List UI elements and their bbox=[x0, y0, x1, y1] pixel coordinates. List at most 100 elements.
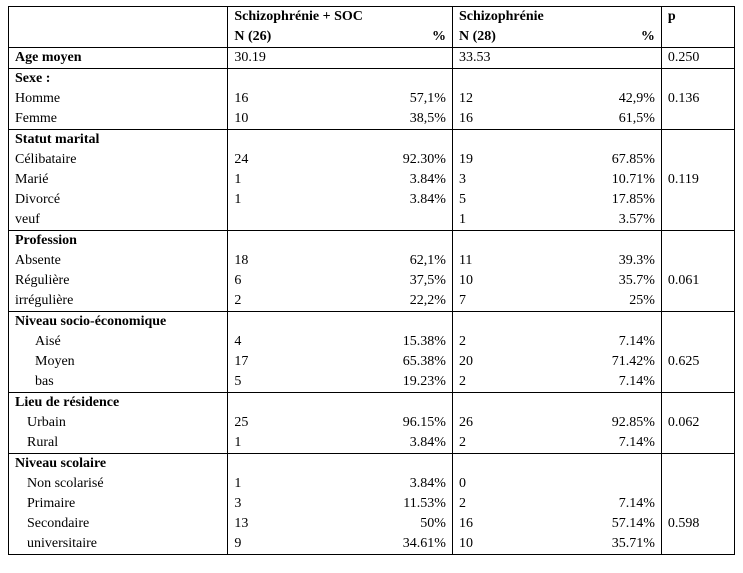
row-scol-nonscol: Non scolarisé 1 3.84% 0 bbox=[9, 474, 735, 494]
label: veuf bbox=[9, 210, 228, 231]
n1: 6 bbox=[228, 271, 332, 291]
n1: 1 bbox=[228, 190, 332, 210]
p1: 22,2% bbox=[332, 291, 452, 312]
row-marital-veuf: veuf 1 3.57% bbox=[9, 210, 735, 231]
n2: 16 bbox=[452, 109, 551, 130]
n1: 2 bbox=[228, 291, 332, 312]
header-group2-pct: % bbox=[552, 27, 662, 48]
header-row-2: N (26) % N (28) % bbox=[9, 27, 735, 48]
row-sexe-homme: Homme 16 57,1% 12 42,9% 0.136 bbox=[9, 89, 735, 109]
age-g2: 33.53 bbox=[452, 48, 551, 69]
n2: 16 bbox=[452, 514, 551, 534]
row-nse-moyen: Moyen 17 65.38% 20 71.42% 0.625 bbox=[9, 352, 735, 372]
label-age: Age moyen bbox=[9, 48, 228, 69]
p: 0.062 bbox=[661, 413, 734, 433]
label: Célibataire bbox=[9, 150, 228, 170]
label: Divorcé bbox=[9, 190, 228, 210]
n2: 2 bbox=[452, 494, 551, 514]
label: Secondaire bbox=[9, 514, 228, 534]
p2: 67.85% bbox=[552, 150, 662, 170]
n1 bbox=[228, 210, 332, 231]
n2: 2 bbox=[452, 372, 551, 393]
row-scol-primaire: Primaire 3 11.53% 2 7.14% bbox=[9, 494, 735, 514]
row-scol-univ: universitaire 9 34.61% 10 35.71% bbox=[9, 534, 735, 555]
p1: 3.84% bbox=[332, 474, 452, 494]
p2: 39.3% bbox=[552, 251, 662, 271]
row-marital-marie: Marié 1 3.84% 3 10.71% 0.119 bbox=[9, 170, 735, 190]
n2: 12 bbox=[452, 89, 551, 109]
p2: 35.7% bbox=[552, 271, 662, 291]
header-blank bbox=[9, 7, 228, 28]
p1: 62,1% bbox=[332, 251, 452, 271]
p1: 3.84% bbox=[332, 170, 452, 190]
n2: 7 bbox=[452, 291, 551, 312]
p1: 65.38% bbox=[332, 352, 452, 372]
label: Homme bbox=[9, 89, 228, 109]
age-g2-blank bbox=[552, 48, 662, 69]
label: Non scolarisé bbox=[9, 474, 228, 494]
label: Marié bbox=[9, 170, 228, 190]
p: 0.598 bbox=[661, 514, 734, 534]
n1: 10 bbox=[228, 109, 332, 130]
row-prof-reguliere: Régulière 6 37,5% 10 35.7% 0.061 bbox=[9, 271, 735, 291]
p2: 7.14% bbox=[552, 332, 662, 352]
p1: 38,5% bbox=[332, 109, 452, 130]
row-prof-absente: Absente 18 62,1% 11 39.3% bbox=[9, 251, 735, 271]
p2 bbox=[552, 474, 662, 494]
p2: 7.14% bbox=[552, 372, 662, 393]
label: Primaire bbox=[9, 494, 228, 514]
p1: 3.84% bbox=[332, 190, 452, 210]
n2: 2 bbox=[452, 332, 551, 352]
header-group1-pct: % bbox=[332, 27, 452, 48]
row-res-urbain: Urbain 25 96.15% 26 92.85% 0.062 bbox=[9, 413, 735, 433]
n2: 10 bbox=[452, 271, 551, 291]
p1: 50% bbox=[332, 514, 452, 534]
row-marital-head: Statut marital bbox=[9, 130, 735, 151]
label-nse: Niveau socio-économique bbox=[9, 312, 228, 333]
p2: 7.14% bbox=[552, 433, 662, 454]
age-p: 0.250 bbox=[661, 48, 734, 69]
p1: 92.30% bbox=[332, 150, 452, 170]
p2: 61,5% bbox=[552, 109, 662, 130]
p2: 57.14% bbox=[552, 514, 662, 534]
n2: 10 bbox=[452, 534, 551, 555]
header-group1-n: N (26) bbox=[228, 27, 332, 48]
p2: 3.57% bbox=[552, 210, 662, 231]
n2: 2 bbox=[452, 433, 551, 454]
p1: 96.15% bbox=[332, 413, 452, 433]
n1: 16 bbox=[228, 89, 332, 109]
n1: 3 bbox=[228, 494, 332, 514]
label: bas bbox=[9, 372, 228, 393]
p1: 11.53% bbox=[332, 494, 452, 514]
n1: 1 bbox=[228, 170, 332, 190]
p2: 35.71% bbox=[552, 534, 662, 555]
demographics-table: Schizophrénie + SOC Schizophrénie p N (2… bbox=[8, 6, 735, 555]
n1: 4 bbox=[228, 332, 332, 352]
row-marital-celib: Célibataire 24 92.30% 19 67.85% bbox=[9, 150, 735, 170]
n1: 17 bbox=[228, 352, 332, 372]
label-marital: Statut marital bbox=[9, 130, 228, 151]
n1: 9 bbox=[228, 534, 332, 555]
header-group1-title: Schizophrénie + SOC bbox=[228, 7, 453, 28]
label: Urbain bbox=[9, 413, 228, 433]
row-nse-head: Niveau socio-économique bbox=[9, 312, 735, 333]
p2: 25% bbox=[552, 291, 662, 312]
p: 0.061 bbox=[661, 271, 734, 291]
header-blank-2 bbox=[9, 27, 228, 48]
p1 bbox=[332, 210, 452, 231]
label-sexe: Sexe : bbox=[9, 69, 228, 90]
row-prof-head: Profession bbox=[9, 231, 735, 252]
n1: 1 bbox=[228, 474, 332, 494]
p1: 57,1% bbox=[332, 89, 452, 109]
p1: 37,5% bbox=[332, 271, 452, 291]
header-group2-title: Schizophrénie bbox=[452, 7, 661, 28]
label-prof: Profession bbox=[9, 231, 228, 252]
p1: 3.84% bbox=[332, 433, 452, 454]
label: irrégulière bbox=[9, 291, 228, 312]
row-age: Age moyen 30.19 33.53 0.250 bbox=[9, 48, 735, 69]
label: Femme bbox=[9, 109, 228, 130]
row-prof-irreg: irrégulière 2 22,2% 7 25% bbox=[9, 291, 735, 312]
label: Absente bbox=[9, 251, 228, 271]
header-group2-n: N (28) bbox=[452, 27, 551, 48]
row-marital-divorce: Divorcé 1 3.84% 5 17.85% bbox=[9, 190, 735, 210]
